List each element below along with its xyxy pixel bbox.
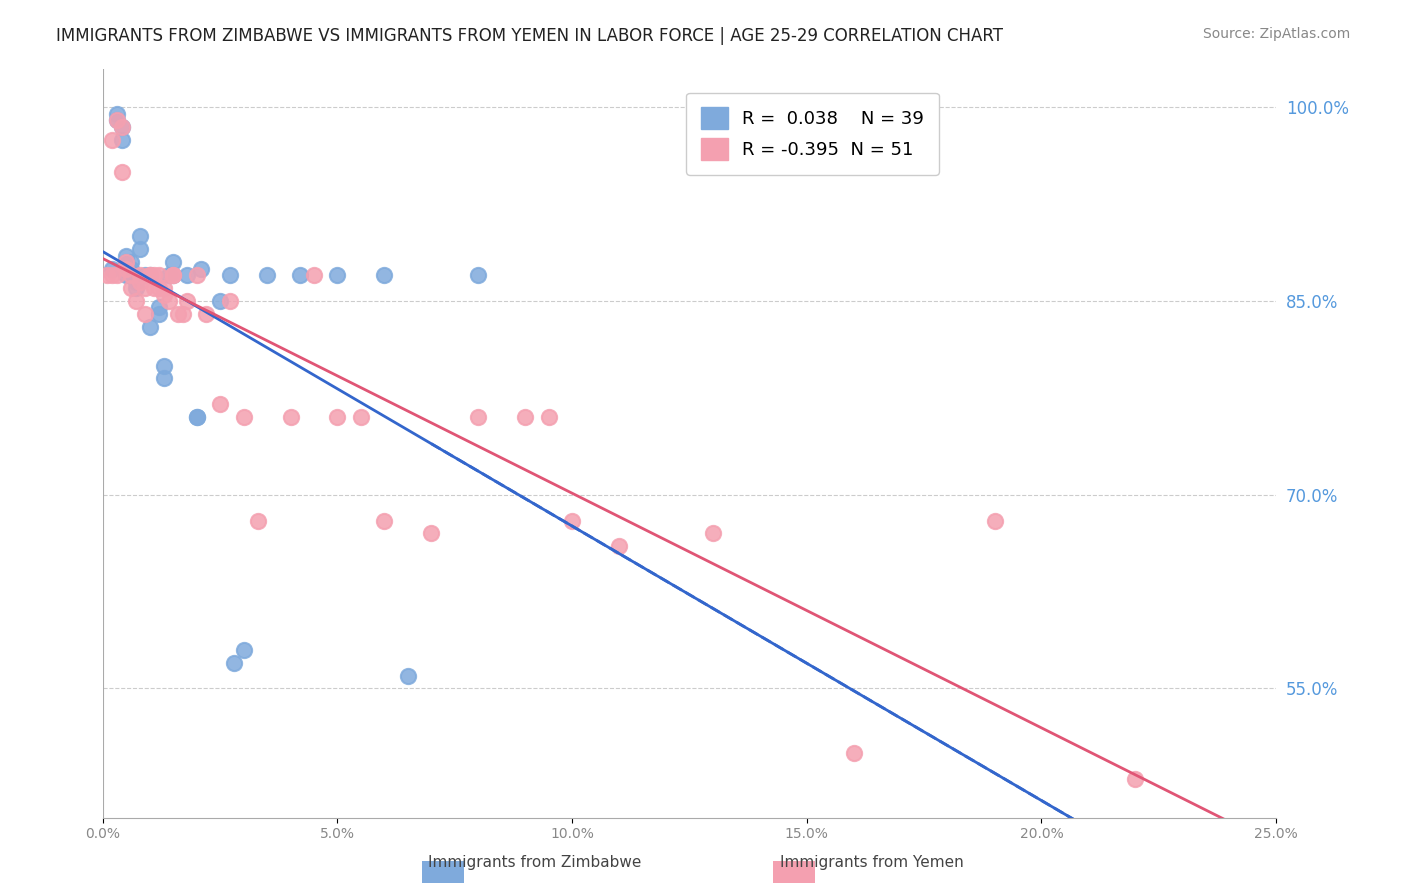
Point [153, 287, 176, 301]
Point [232, 410, 254, 425]
Point [157, 268, 180, 282]
Point [138, 268, 160, 282]
Point [153, 359, 176, 373]
Point [195, 307, 218, 321]
Point [607, 540, 630, 554]
Point [467, 410, 489, 425]
Point [186, 410, 208, 425]
Point [420, 526, 443, 541]
Point [842, 746, 865, 760]
Point [124, 281, 146, 295]
Point [153, 281, 176, 295]
Point [1123, 772, 1146, 786]
Point [350, 410, 373, 425]
Point [110, 120, 132, 134]
Point [373, 268, 395, 282]
Point [129, 275, 152, 289]
Point [120, 255, 142, 269]
Point [396, 668, 419, 682]
Point [515, 410, 537, 425]
Point [101, 261, 124, 276]
Point [129, 243, 152, 257]
Point [288, 268, 311, 282]
Point [302, 268, 325, 282]
Point [129, 229, 152, 244]
Point [96, 268, 118, 282]
Point [138, 319, 160, 334]
Point [162, 268, 184, 282]
Point [467, 268, 489, 282]
Point [224, 656, 246, 670]
Point [176, 268, 198, 282]
Point [120, 268, 142, 282]
Point [232, 642, 254, 657]
Text: Source: ZipAtlas.com: Source: ZipAtlas.com [1202, 27, 1350, 41]
Point [218, 293, 240, 308]
Point [138, 268, 160, 282]
Point [153, 371, 176, 385]
Point [176, 293, 198, 308]
Point [124, 275, 146, 289]
Point [120, 268, 142, 282]
Point [167, 307, 190, 321]
Point [110, 132, 132, 146]
Point [120, 261, 142, 276]
Point [110, 165, 132, 179]
Point [115, 255, 138, 269]
Point [218, 268, 240, 282]
Point [105, 113, 128, 128]
Point [134, 307, 156, 321]
Point [101, 132, 124, 146]
Point [105, 268, 128, 282]
Point [124, 293, 146, 308]
Point [702, 526, 724, 541]
Point [373, 514, 395, 528]
Point [983, 514, 1005, 528]
Point [101, 268, 124, 282]
Point [186, 268, 208, 282]
Point [172, 307, 194, 321]
Point [115, 249, 138, 263]
Point [129, 268, 152, 282]
Point [105, 113, 128, 128]
Point [120, 281, 142, 295]
Point [246, 514, 269, 528]
Point [326, 410, 349, 425]
Point [143, 268, 166, 282]
Point [148, 268, 170, 282]
Point [110, 120, 132, 134]
Point [134, 281, 156, 295]
Point [148, 281, 170, 295]
Point [537, 410, 560, 425]
Point [134, 268, 156, 282]
Point [148, 307, 170, 321]
Point [256, 268, 278, 282]
Point [157, 293, 180, 308]
Point [115, 261, 138, 276]
Legend: R =  0.038    N = 39, R = -0.395  N = 51: R = 0.038 N = 39, R = -0.395 N = 51 [686, 93, 939, 175]
Point [143, 281, 166, 295]
Point [186, 410, 208, 425]
Point [326, 268, 349, 282]
Text: Immigrants from Yemen: Immigrants from Yemen [780, 855, 963, 870]
Text: IMMIGRANTS FROM ZIMBABWE VS IMMIGRANTS FROM YEMEN IN LABOR FORCE | AGE 25-29 COR: IMMIGRANTS FROM ZIMBABWE VS IMMIGRANTS F… [56, 27, 1004, 45]
Point [209, 397, 232, 411]
Point [148, 301, 170, 315]
Point [209, 293, 232, 308]
Point [162, 268, 184, 282]
Text: Immigrants from Zimbabwe: Immigrants from Zimbabwe [427, 855, 641, 870]
Point [190, 261, 212, 276]
Point [280, 410, 302, 425]
Point [105, 106, 128, 120]
Point [561, 514, 583, 528]
Point [162, 268, 184, 282]
Point [115, 268, 138, 282]
Point [138, 268, 160, 282]
Point [162, 255, 184, 269]
Point [115, 255, 138, 269]
